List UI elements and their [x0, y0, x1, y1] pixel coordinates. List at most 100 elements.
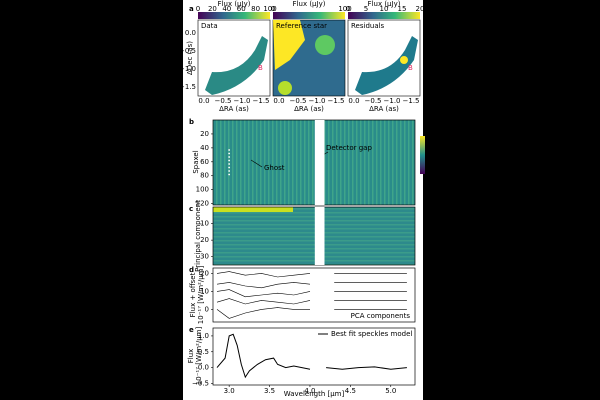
colorbar-tick: 0 — [271, 5, 275, 13]
x-tick-label: 0.0 — [348, 97, 359, 105]
map-title: Residuals — [351, 22, 385, 30]
x-tick-label: 3.0 — [224, 387, 235, 395]
colorbar-tick: −2.5 — [427, 167, 444, 175]
y-tick-label: 60 — [200, 158, 209, 166]
y-tick-label: 10 — [200, 220, 209, 228]
colorbar-tick: 40 — [222, 5, 231, 13]
ghost — [228, 149, 231, 151]
x-tick-label: −0.5 — [215, 97, 232, 105]
y-label: Flux — [187, 349, 195, 364]
panel-label: c — [189, 205, 193, 213]
x-tick-label: 4.0 — [304, 387, 315, 395]
y-tick-label: 80 — [200, 172, 209, 180]
colorbar-tick: 0 — [196, 5, 200, 13]
ghost — [228, 156, 231, 158]
ghost — [228, 152, 231, 155]
y-tick-label: −1.0 — [179, 65, 196, 73]
map-ref-blob — [273, 20, 305, 70]
y-tick-label: −1.5 — [179, 83, 196, 91]
y-label: ΔDec (as) — [186, 41, 194, 75]
x-tick-label: −1.0 — [309, 97, 326, 105]
y-tick-label: 120 — [196, 200, 209, 208]
panel-label: b — [189, 118, 194, 126]
y-tick-label: 30 — [200, 253, 209, 261]
map-data — [205, 36, 268, 95]
y-tick-label: 10 — [200, 287, 209, 295]
colorbar — [348, 12, 420, 19]
detector-gap — [314, 120, 325, 205]
axes — [212, 119, 416, 206]
panel-label: a — [189, 5, 194, 13]
colorbar-tick: 20 — [416, 5, 425, 13]
x-tick-label: −1.5 — [328, 97, 345, 105]
colorbar-tick: 5 — [364, 5, 368, 13]
y-tick-label: 20 — [200, 269, 209, 277]
x-tick-label: −0.5 — [290, 97, 307, 105]
ghost — [228, 163, 231, 165]
y-label: 10⁻¹⁷ [W/m²/μm] — [197, 266, 205, 325]
colorbar-title: Flux (μJy) — [218, 0, 251, 8]
pca-component — [216, 271, 407, 278]
heatmap — [213, 207, 415, 265]
colorbar-tick: 60 — [237, 5, 246, 13]
pca-component — [216, 298, 407, 305]
colorbar — [420, 136, 425, 174]
x-tick-label: 3.5 — [264, 387, 275, 395]
arrow — [250, 159, 263, 168]
colorbar-tick: 80 — [251, 5, 260, 13]
x-tick-label: 0.0 — [273, 97, 284, 105]
map-ref-blob — [278, 81, 292, 95]
legend-label: Best fit speckles model — [331, 330, 412, 338]
pca-component — [216, 307, 407, 319]
x-tick-label: −0.5 — [365, 97, 382, 105]
x-tick-label: 0.0 — [198, 97, 209, 105]
pca-component — [216, 282, 407, 289]
colorbar-tick: 100 — [338, 5, 351, 13]
y-tick-label: −0.5 — [179, 47, 196, 55]
colorbar-tick: 0.0 — [427, 151, 438, 159]
ghost — [228, 166, 231, 169]
colorbar — [273, 12, 345, 19]
y-tick-label: 0.0 — [185, 29, 196, 37]
y-tick-label: 100 — [196, 186, 209, 194]
x-label: ΔRA (as) — [294, 105, 324, 113]
x-tick-label: −1.5 — [253, 97, 270, 105]
y-tick-label: 0 — [205, 305, 209, 313]
marker: B — [408, 64, 413, 72]
annotation: Ghost — [264, 164, 285, 172]
x-label: ΔRA (as) — [369, 105, 399, 113]
axes — [212, 206, 416, 266]
y-tick-label: 20 — [200, 130, 209, 138]
y-label: Flux + offset — [189, 272, 197, 317]
y-label: 10⁻¹⁷ [W/m²/μm] — [195, 327, 203, 386]
x-tick-label: −1.0 — [384, 97, 401, 105]
panel-label: d — [189, 266, 194, 274]
map-ref-blob — [315, 35, 335, 55]
axes — [212, 327, 416, 386]
colorbar-tick: 10 — [380, 5, 389, 13]
y-tick-label: 40 — [200, 144, 209, 152]
y-tick-label: 0.0 — [198, 364, 209, 372]
colorbar-tick: 2.5 — [427, 135, 438, 143]
colorbar-label: 10⁻¹⁷ [W/m²/μm] — [433, 126, 441, 185]
y-label: Principal component — [194, 200, 202, 272]
pca-component — [216, 289, 407, 298]
colorbar-title: Flux (μJy) — [368, 0, 401, 8]
detector-gap — [314, 207, 325, 265]
ghost — [228, 170, 231, 172]
map-res-spot — [400, 56, 408, 64]
panel-label: e — [189, 326, 194, 334]
x-tick-label: 5.0 — [385, 387, 396, 395]
colorbar — [198, 12, 270, 19]
x-tick-label: −1.5 — [403, 97, 420, 105]
x-tick-label: −1.0 — [234, 97, 251, 105]
x-label: Wavelength [μm] — [284, 390, 345, 398]
axes — [212, 267, 416, 323]
heatmap — [213, 120, 415, 205]
ghost — [228, 159, 231, 162]
colorbar-tick: 15 — [398, 5, 407, 13]
y-tick-label: 1.0 — [198, 332, 209, 340]
map-title: Data — [201, 22, 218, 30]
y-tick-label: 0.5 — [198, 348, 209, 356]
